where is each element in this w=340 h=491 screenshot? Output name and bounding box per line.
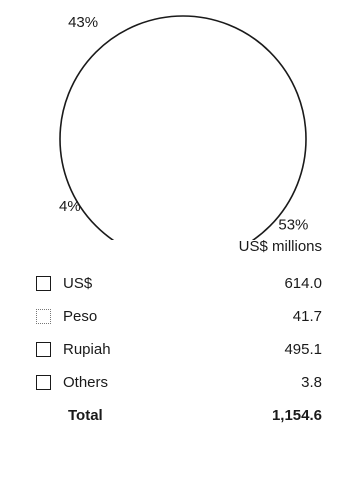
- legend-label-rupiah: Rupiah: [63, 341, 111, 358]
- legend-swatch-peso: [36, 309, 51, 324]
- legend-swatch-usd: [36, 276, 51, 291]
- legend-row-usd: US$ 614.0: [36, 267, 324, 300]
- legend-label-usd: US$: [63, 275, 93, 292]
- legend-row-rupiah: Rupiah 495.1: [36, 333, 324, 366]
- legend-swatch-rupiah: [36, 342, 51, 357]
- legend-value-rupiah: 495.1: [284, 341, 322, 358]
- legend-value-usd: 614.0: [284, 275, 322, 292]
- legend-row-others: Others 3.8: [36, 366, 324, 399]
- slice-label-peso: 4%: [59, 198, 81, 215]
- pie-outline: [59, 15, 307, 240]
- slice-label-us: 53%: [278, 216, 308, 233]
- slice-label-rupiah: 43%: [68, 14, 98, 31]
- legend-value-others: 3.8: [301, 374, 322, 391]
- legend-label-peso: Peso: [63, 308, 98, 325]
- unit-label: US$ millions: [238, 238, 322, 255]
- legend-row-peso: Peso 41.7: [36, 300, 324, 333]
- pie-chart: 53% 4% 43%: [59, 14, 308, 240]
- total-label: Total: [68, 407, 103, 424]
- total-value: 1,154.6: [271, 407, 322, 424]
- legend-swatch-others: [36, 375, 51, 390]
- legend-value-peso: 41.7: [292, 308, 322, 325]
- legend-row-total: Total 1,154.6: [36, 399, 324, 432]
- legend-label-others: Others: [63, 374, 109, 391]
- legend: US$ millions US$ 614.0 Peso 41.7 Rupiah …: [36, 238, 324, 432]
